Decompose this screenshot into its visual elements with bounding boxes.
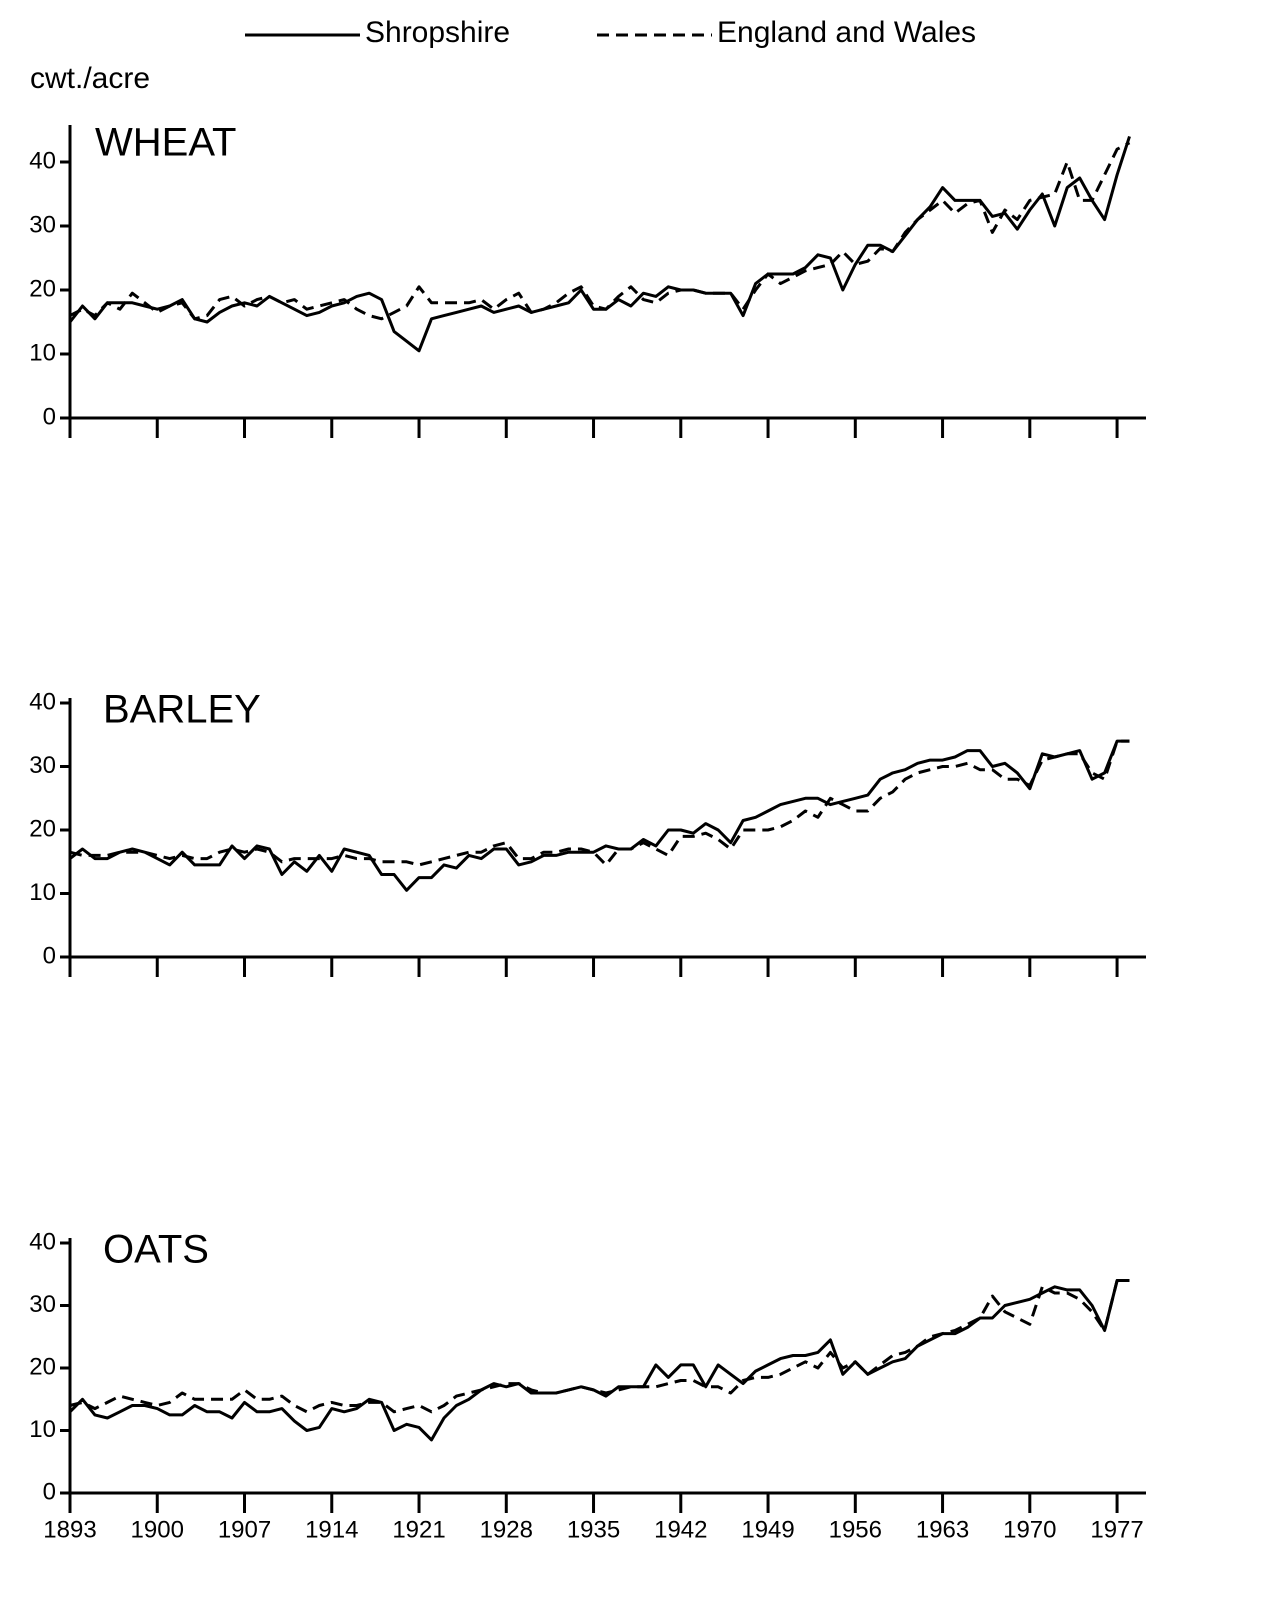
y-tick-label: 10 — [29, 339, 56, 366]
x-tick-label: 1949 — [741, 1516, 794, 1543]
y-tick-label: 40 — [29, 147, 56, 174]
legend-label: Shropshire — [365, 16, 510, 49]
x-tick-label: 1970 — [1003, 1516, 1056, 1543]
x-tick-label: 1928 — [480, 1516, 533, 1543]
y-tick-label: 30 — [29, 1291, 56, 1318]
series-line — [69, 141, 1131, 321]
x-tick-label: 1963 — [916, 1516, 969, 1543]
series-line — [69, 1279, 1130, 1414]
panel-title: BARLEY — [103, 688, 261, 732]
y-axis-label: cwt./acre — [30, 62, 150, 95]
x-tick-label: 1921 — [392, 1516, 445, 1543]
x-tick-label: 1907 — [218, 1516, 271, 1543]
y-tick-label: 30 — [29, 752, 56, 779]
y-tick-label: 20 — [29, 275, 56, 302]
y-tick-label: 20 — [29, 815, 56, 842]
y-tick-label: 10 — [29, 1416, 56, 1443]
y-tick-label: 0 — [43, 942, 56, 969]
x-tick-label: 1935 — [567, 1516, 620, 1543]
x-tick-label: 1977 — [1090, 1516, 1143, 1543]
series-line — [69, 739, 1130, 892]
series-line — [69, 739, 1130, 867]
y-tick-label: 0 — [43, 1478, 56, 1505]
y-tick-label: 40 — [29, 688, 56, 715]
legend-label: England and Wales — [717, 16, 976, 49]
y-tick-label: 10 — [29, 879, 56, 906]
series-line — [68, 1279, 1130, 1442]
y-tick-label: 40 — [29, 1228, 56, 1255]
series-line — [68, 135, 1131, 353]
x-tick-label: 1942 — [654, 1516, 707, 1543]
y-tick-label: 30 — [29, 211, 56, 238]
x-tick-label: 1900 — [131, 1516, 184, 1543]
panel-title: WHEAT — [95, 121, 236, 165]
x-tick-label: 1914 — [305, 1516, 358, 1543]
x-tick-label: 1893 — [43, 1516, 96, 1543]
y-tick-label: 0 — [43, 403, 56, 430]
x-tick-label: 1956 — [829, 1516, 882, 1543]
y-tick-label: 20 — [29, 1353, 56, 1380]
panel-title: OATS — [103, 1228, 209, 1272]
